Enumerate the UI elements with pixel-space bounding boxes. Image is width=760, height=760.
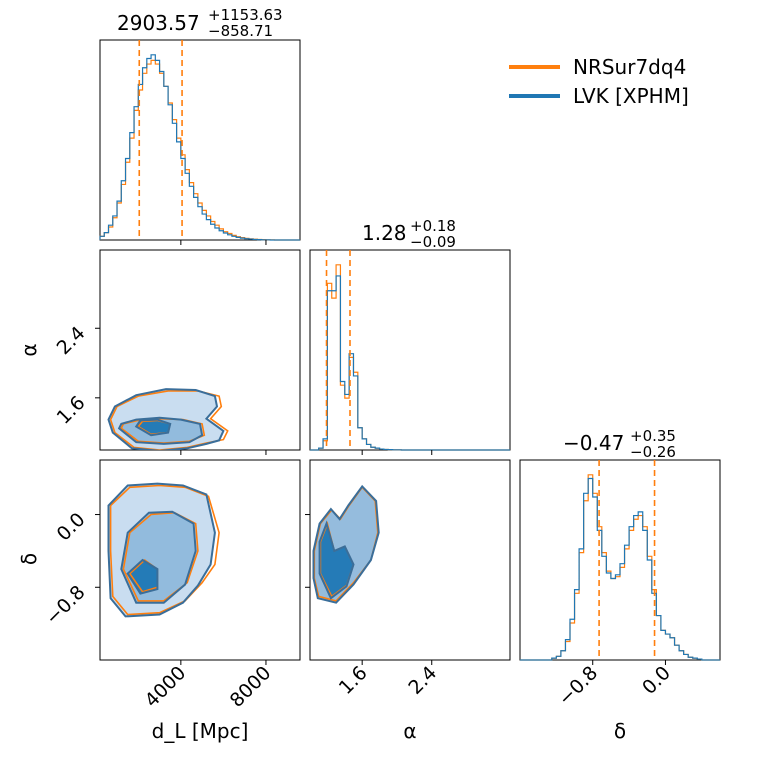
legend: NRSur7dq4 LVK [XPHM] (509, 55, 689, 108)
ylabel-delta: δ (17, 553, 41, 565)
ylabel-alpha: α (17, 343, 41, 356)
contour-line-lvk-alpha_delta-0 (312, 484, 380, 604)
xlabel-alpha: α (403, 719, 416, 743)
title-dL-median: 2903.57 (117, 11, 200, 35)
title-alpha: 1.28 +0.18 −0.09 (362, 217, 456, 251)
title-alpha-median: 1.28 (362, 221, 407, 245)
xtick-label-delta-0: −0.8 (554, 662, 602, 710)
contour-line-lvk-alpha_delta-1 (318, 520, 355, 600)
xtick-label-alpha-0: 1.6 (335, 662, 372, 699)
title-dL-minus: −858.71 (208, 22, 273, 40)
ytick-label-alpha-1: 2.4 (53, 322, 90, 359)
title-delta: −0.47 +0.35 −0.26 (563, 427, 676, 461)
xtick-label-delta-1: 0.0 (638, 662, 675, 699)
xlabel-delta: δ (614, 719, 626, 743)
contour-line-lvk-dL_alpha-2 (134, 418, 172, 437)
contour-line-nrsur-dL_delta-0 (109, 484, 220, 616)
contour-line-lvk-dL_alpha-1 (117, 416, 204, 445)
title-alpha-minus: −0.09 (410, 233, 456, 251)
contours-alpha_delta (312, 484, 380, 604)
ytick-label-delta-0: −0.8 (41, 581, 89, 629)
title-dL: 2903.57 +1153.63 −858.71 (117, 6, 283, 40)
title-delta-minus: −0.26 (630, 443, 676, 461)
contour-line-lvk-dL_delta-2 (126, 558, 159, 595)
ytick-label-alpha-0: 1.6 (53, 392, 90, 429)
contour-line-lvk-dL_alpha-0 (107, 388, 225, 450)
hist-alpha-lvk (310, 275, 510, 451)
contours-dL_delta (107, 482, 220, 618)
title-delta-plus: +0.35 (630, 427, 676, 445)
contour-fill-alpha_delta-1 (319, 523, 354, 599)
xtick-label-dL-1: 8000 (226, 662, 276, 712)
contour-line-nrsur-dL_delta-1 (122, 511, 199, 602)
legend-label-nrsur: NRSur7dq4 (573, 55, 686, 79)
title-delta-median: −0.47 (563, 431, 624, 455)
title-alpha-plus: +0.18 (410, 217, 456, 235)
axes-delta-delta (519, 459, 721, 661)
title-dL-plus: +1153.63 (208, 6, 283, 24)
contour-line-lvk-dL_delta-1 (120, 510, 197, 604)
hist-delta-lvk (520, 477, 720, 661)
legend-label-lvk: LVK [XPHM] (573, 84, 689, 108)
contours-dL_alpha (107, 388, 229, 450)
axes-alpha-alpha (309, 249, 511, 451)
contour-line-lvk-dL_delta-0 (107, 482, 216, 618)
xlabel-dL: d_L [Mpc] (152, 719, 249, 743)
xtick-label-alpha-1: 2.4 (404, 662, 441, 699)
xtick-label-dL-0: 4000 (141, 662, 191, 712)
ytick-label-delta-1: 0.0 (53, 509, 90, 546)
hist-dL-lvk (99, 54, 300, 241)
